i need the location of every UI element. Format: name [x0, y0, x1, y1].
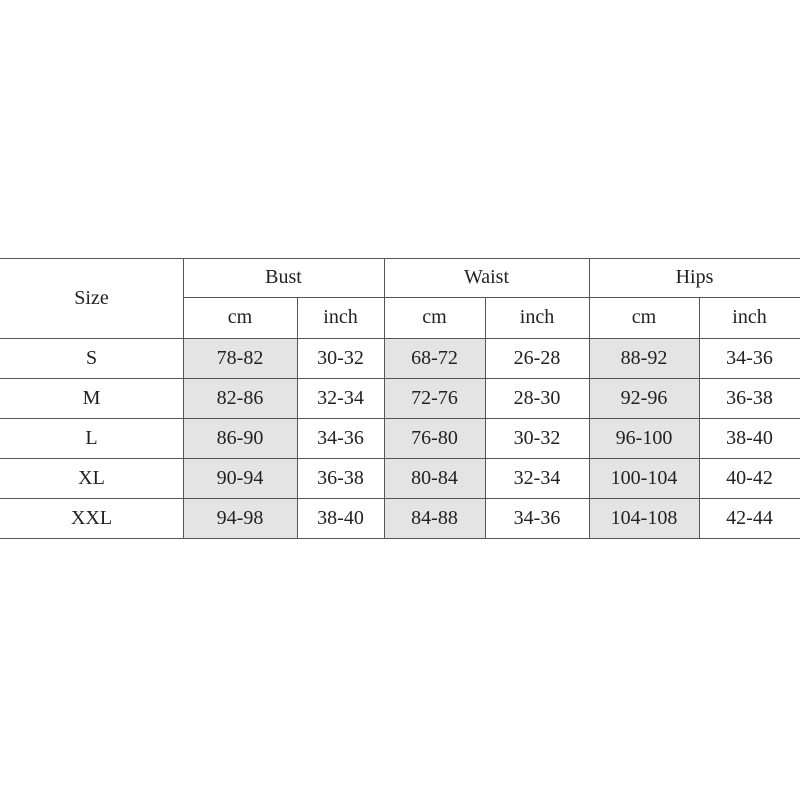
v-rule [589, 258, 590, 538]
h-rule [183, 297, 800, 298]
measure-cell: 100-104 [589, 459, 699, 498]
measure-cell: 34-36 [513, 507, 561, 529]
size-label: XL [78, 467, 105, 489]
measure-cell: 42-44 [726, 507, 773, 529]
measure-cell: 78-82 [183, 339, 297, 378]
measure-cell: 38-40 [317, 507, 364, 529]
size-label: M [82, 387, 101, 409]
measure-cell: 32-34 [317, 387, 364, 409]
measure-cell: 32-34 [513, 467, 561, 489]
h-rule [0, 338, 800, 339]
corner-header: Size [74, 286, 109, 309]
group-header: Waist [463, 266, 510, 288]
measure-cell: 36-38 [726, 387, 773, 409]
unit-header: cm [422, 306, 447, 328]
measure-cell: 68-72 [384, 339, 485, 378]
measure-cell: 88-92 [589, 339, 699, 378]
measure-cell: 104-108 [589, 499, 699, 538]
measure-cell: 82-86 [183, 379, 297, 418]
unit-header: cm [227, 306, 253, 328]
measure-cell: 28-30 [513, 387, 561, 409]
v-rule [699, 297, 700, 538]
size-label: S [85, 347, 98, 369]
unit-header: inch [732, 306, 767, 328]
h-rule [0, 538, 800, 539]
measure-cell: 92-96 [589, 379, 699, 418]
h-rule [0, 378, 800, 379]
h-rule [0, 418, 800, 419]
unit-header: cm [631, 306, 657, 328]
measure-cell: 36-38 [317, 467, 364, 489]
h-rule [0, 258, 800, 259]
measure-cell: 72-76 [384, 379, 485, 418]
measure-cell: 94-98 [183, 499, 297, 538]
measure-cell: 34-36 [726, 347, 773, 369]
h-rule [0, 458, 800, 459]
measure-cell: 30-32 [317, 347, 364, 369]
h-rule [0, 498, 800, 499]
measure-cell: 86-90 [183, 419, 297, 458]
v-rule [297, 297, 298, 538]
measure-cell: 30-32 [513, 427, 561, 449]
size-label: XXL [70, 507, 113, 529]
unit-header: inch [323, 306, 358, 328]
measure-cell: 90-94 [183, 459, 297, 498]
measure-cell: 26-28 [513, 347, 561, 369]
v-rule [384, 258, 385, 538]
measure-cell: 34-36 [317, 427, 364, 449]
measure-cell: 84-88 [384, 499, 485, 538]
measure-cell: 38-40 [726, 427, 773, 449]
unit-header: inch [519, 306, 555, 328]
measure-cell: 80-84 [384, 459, 485, 498]
size-label: L [85, 427, 98, 449]
v-rule [183, 258, 184, 538]
measure-cell: 40-42 [726, 467, 773, 489]
v-rule [485, 297, 486, 538]
group-header: Bust [265, 266, 302, 288]
group-header: Hips [675, 266, 714, 288]
measure-cell: 76-80 [384, 419, 485, 458]
measure-cell: 96-100 [589, 419, 699, 458]
